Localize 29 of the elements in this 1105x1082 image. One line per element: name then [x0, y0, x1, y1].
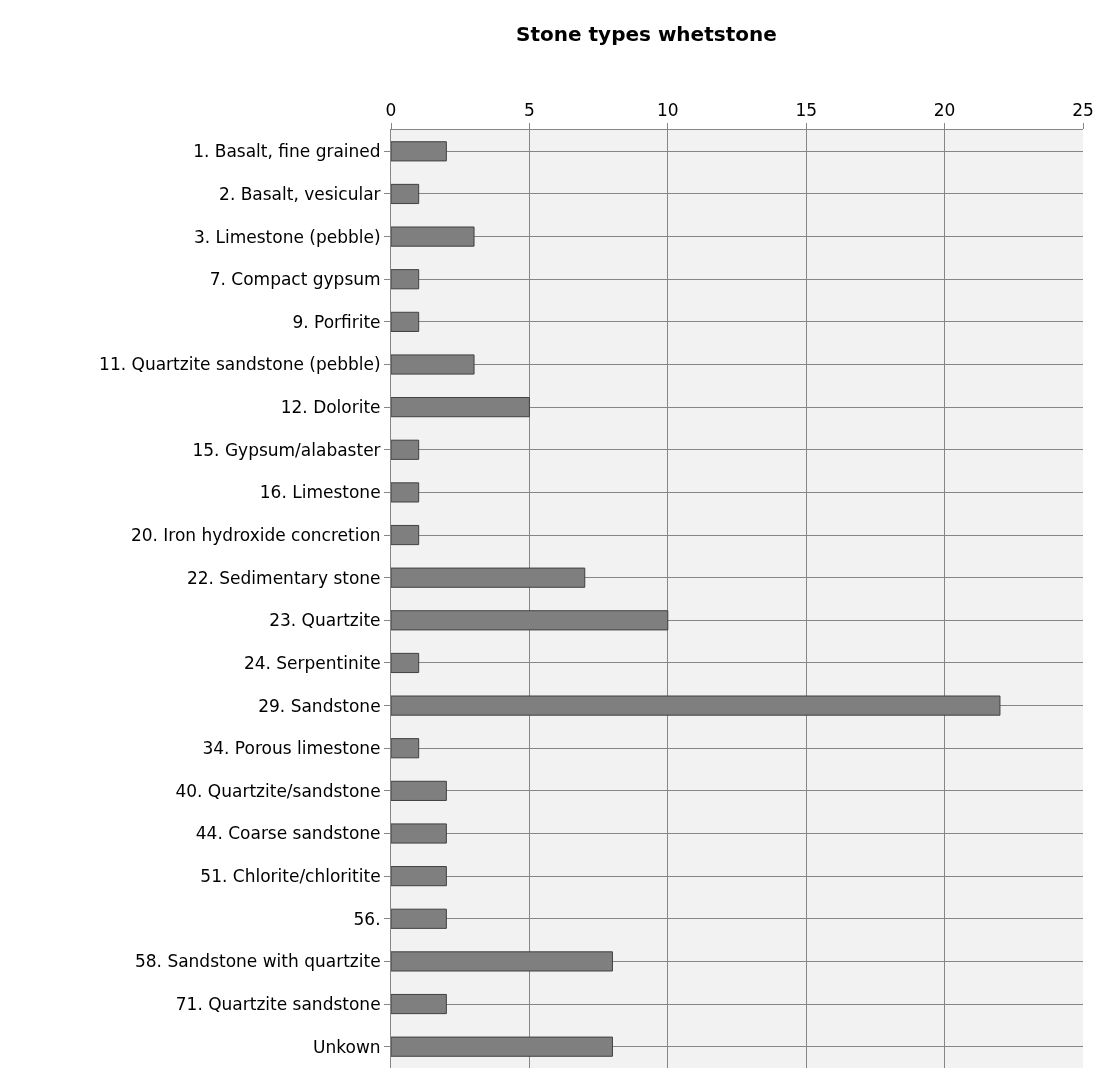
y-tick-label: 40. Quartzite/sandstone — [175, 780, 381, 801]
y-tick-label: 29. Sandstone — [258, 695, 381, 716]
y-tick-label: 56. — [353, 908, 381, 929]
y-tick-label: 71. Quartzite sandstone — [175, 994, 381, 1014]
y-tick-label: 1. Basalt, fine grained — [193, 141, 381, 162]
y-tick-label: 2. Basalt, vesicular — [219, 183, 381, 204]
y-tick-label: 51. Chlorite/chloritite — [200, 866, 381, 887]
x-tick-label: 0 — [385, 100, 397, 121]
y-tick-label: 24. Serpentinite — [243, 652, 381, 673]
x-tick-label: 25 — [1072, 100, 1094, 121]
y-tick-label: 22. Sedimentary stone — [186, 567, 381, 588]
y-tick-label: 34. Porous limestone — [202, 738, 381, 759]
y-tick-label: 16. Limestone — [259, 482, 381, 503]
y-tick-label: 23. Quartzite — [269, 610, 381, 631]
y-tick-label: 7. Compact gypsum — [209, 269, 381, 290]
chart-title: Stone types whetstone — [516, 22, 777, 47]
x-tick-label: 20 — [933, 100, 956, 121]
y-tick-label: 44. Coarse sandstone — [195, 823, 381, 844]
x-tick-label: 10 — [656, 100, 679, 121]
y-tick-label: 3. Limestone (pebble) — [193, 226, 381, 247]
y-tick-label: 58. Sandstone with quartzite — [134, 951, 381, 972]
y-tick-label: 11. Quartzite sandstone (pebble) — [99, 354, 381, 375]
y-tick-label: 20. Iron hydroxide concretion — [130, 525, 381, 545]
y-tick-label: 9. Porfirite — [292, 311, 381, 332]
x-tick-label: 15 — [795, 100, 818, 121]
y-tick-label: 12. Dolorite — [280, 397, 381, 418]
y-tick-label: Unkown — [313, 1036, 381, 1057]
x-tick-label: 5 — [523, 100, 535, 121]
y-tick-label: 15. Gypsum/alabaster — [192, 439, 381, 460]
